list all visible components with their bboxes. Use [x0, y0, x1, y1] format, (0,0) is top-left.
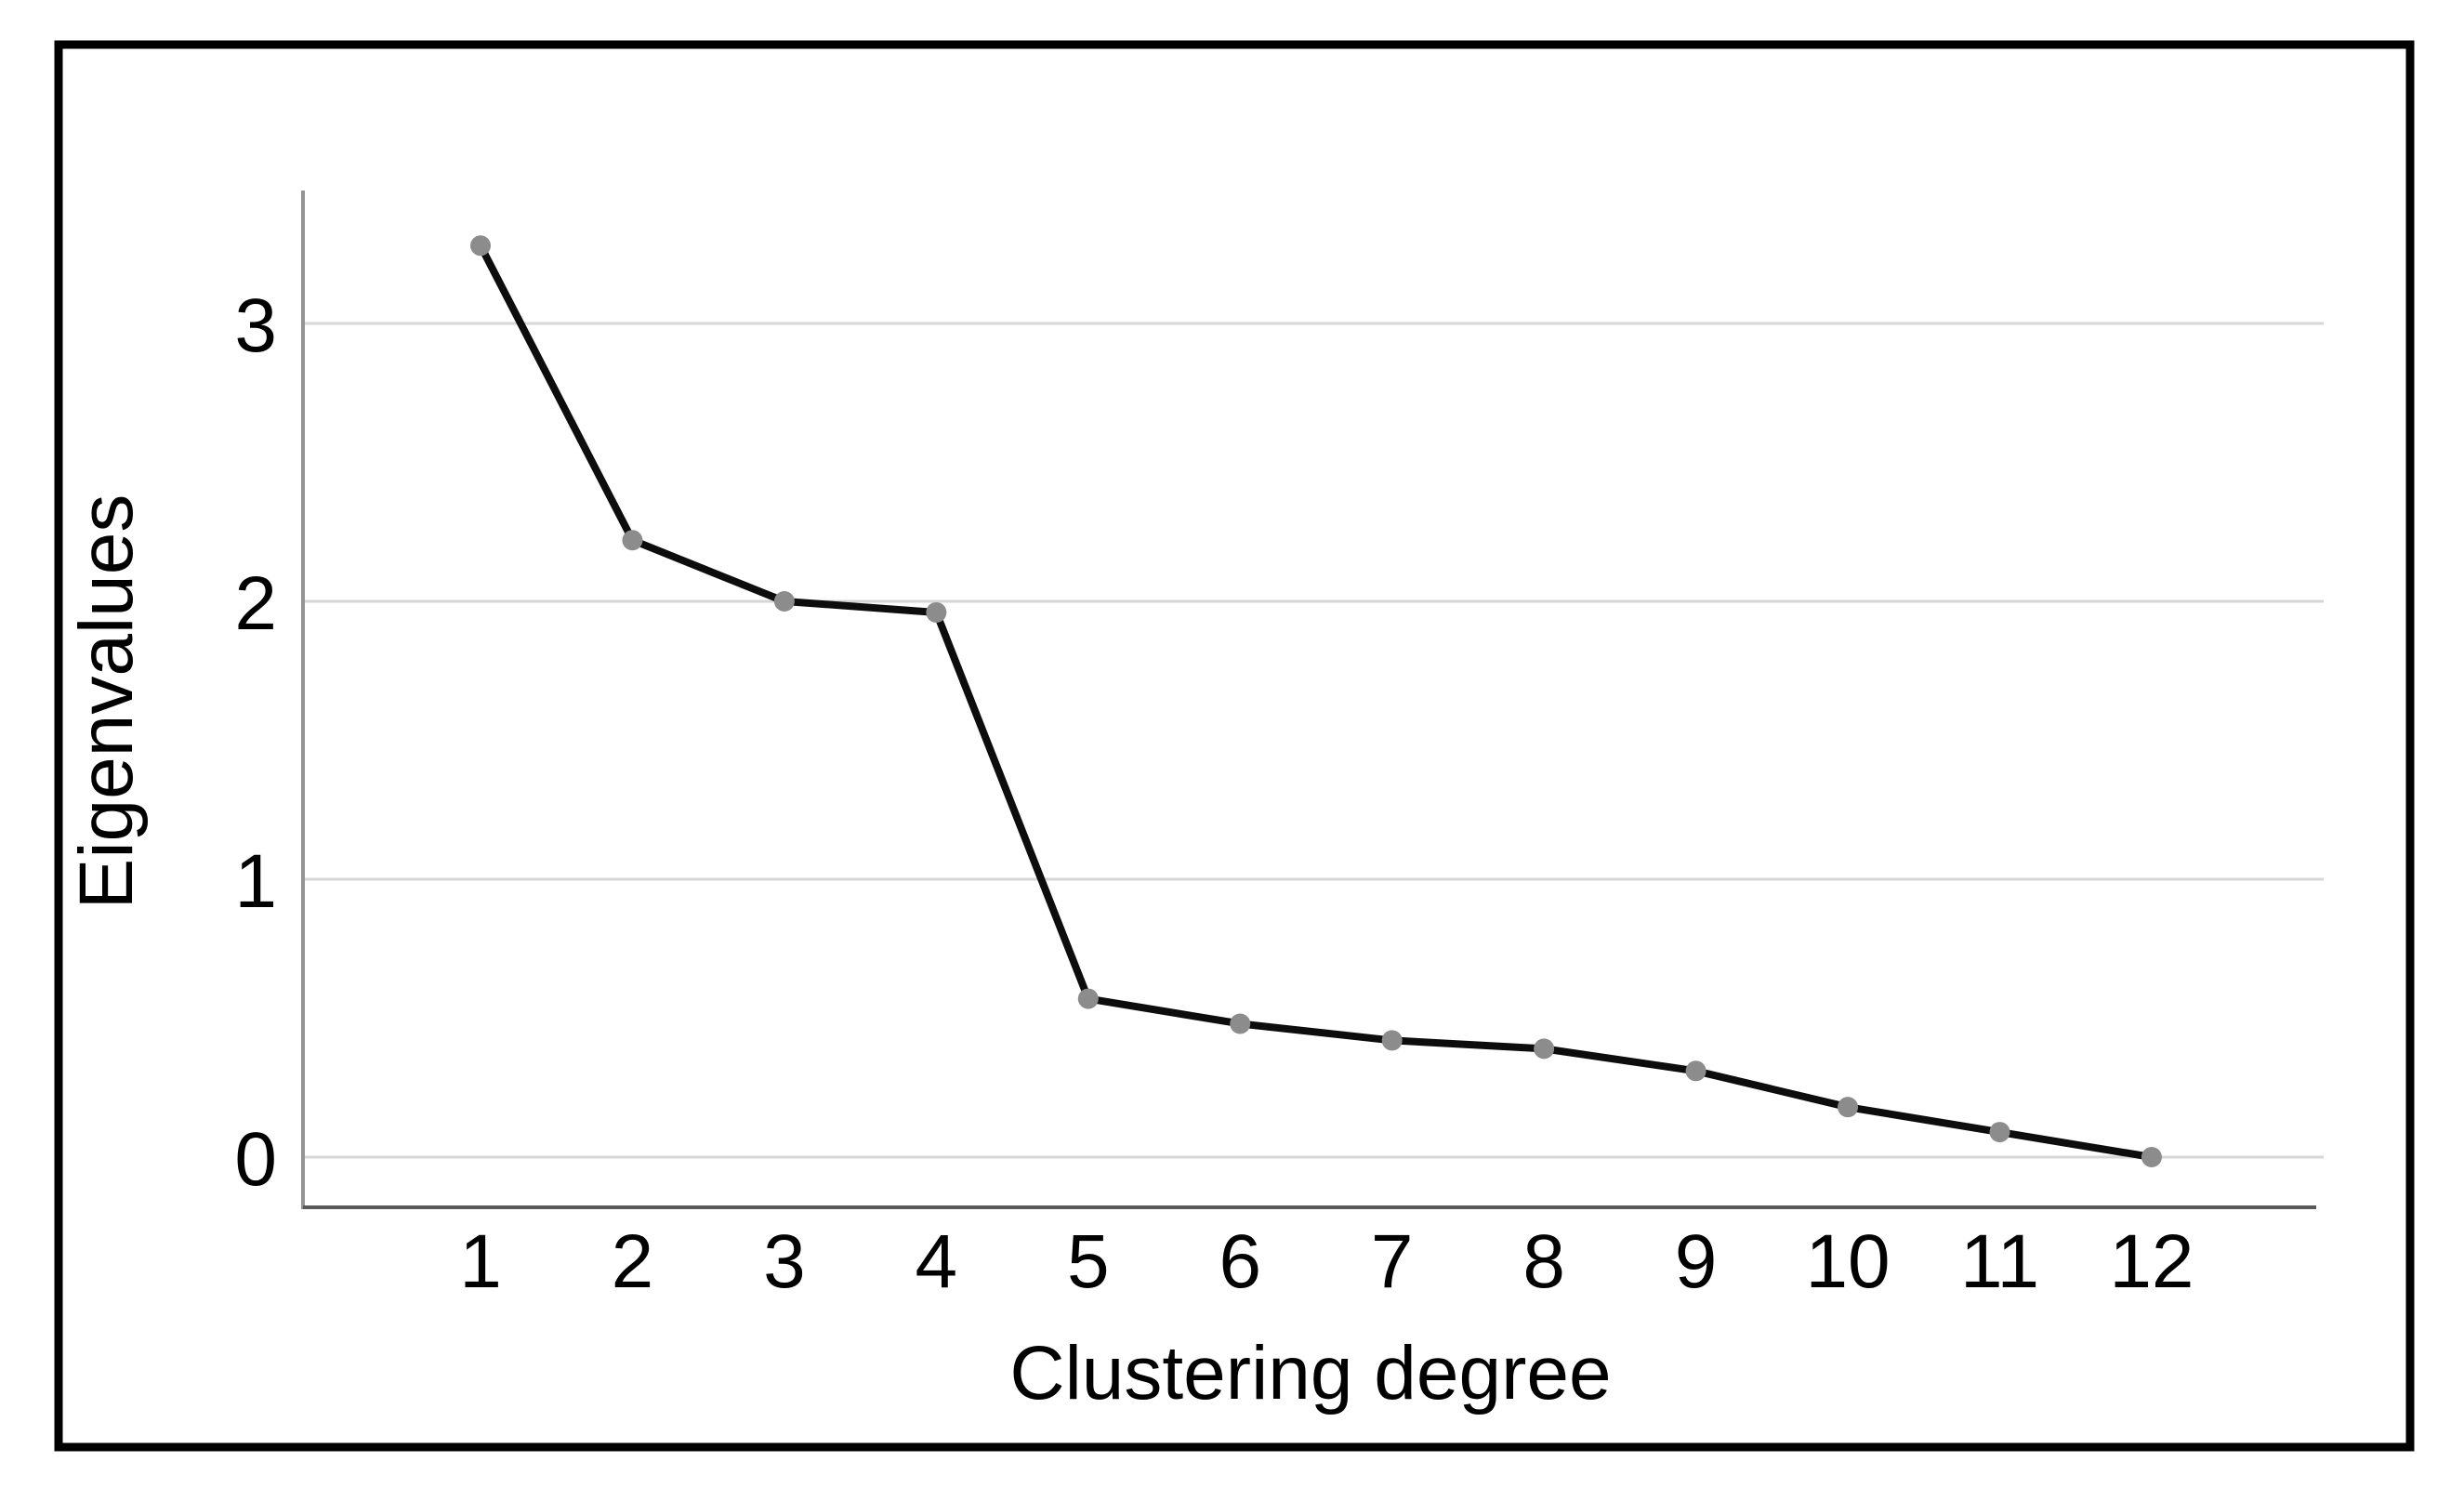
data-point-marker	[470, 235, 491, 257]
gridlines-layer	[305, 322, 2324, 1159]
eigenvalues-line	[477, 242, 2155, 1161]
x-tick-label: 12	[2109, 1219, 2194, 1304]
data-point-marker	[622, 530, 643, 551]
x-tick-labels: 1 2 3 4 5 6 7 8 9 10 11 12	[459, 1219, 2194, 1304]
x-tick-label: 11	[1960, 1219, 2039, 1304]
x-tick-label: 3	[763, 1219, 806, 1304]
data-point-marker	[1685, 1060, 1706, 1082]
y-tick-label: 0	[234, 1117, 277, 1202]
x-tick-label: 2	[612, 1219, 654, 1304]
y-tick-label: 3	[234, 283, 277, 368]
data-point-marker	[2141, 1147, 2162, 1167]
y-axis-title: Eigenvalues	[64, 494, 149, 910]
figure-border	[54, 40, 2415, 1452]
x-tick-label: 9	[1675, 1219, 1718, 1304]
data-point-marker	[1534, 1038, 1555, 1060]
data-point-marker	[1381, 1030, 1403, 1051]
x-tick-label: 7	[1371, 1219, 1414, 1304]
data-point-marker	[1230, 1013, 1251, 1034]
x-tick-label: 5	[1067, 1219, 1110, 1304]
data-point-marker	[1989, 1122, 2010, 1143]
x-tick-label: 6	[1219, 1219, 1261, 1304]
eigenvalues-series	[470, 235, 2162, 1167]
data-point-marker	[773, 591, 795, 612]
data-point-marker	[1077, 988, 1099, 1009]
data-point-marker	[926, 601, 947, 623]
x-tick-label: 1	[459, 1219, 502, 1304]
x-axis-title: Clustering degree	[1009, 1331, 1611, 1415]
x-tick-label: 10	[1805, 1219, 1890, 1304]
y-tick-label: 2	[234, 561, 277, 646]
x-tick-label: 8	[1522, 1219, 1565, 1304]
y-tick-labels: 0 1 2 3	[234, 283, 277, 1202]
data-point-marker	[1838, 1097, 1859, 1118]
y-tick-label: 1	[234, 839, 277, 924]
x-tick-label: 4	[916, 1219, 958, 1304]
